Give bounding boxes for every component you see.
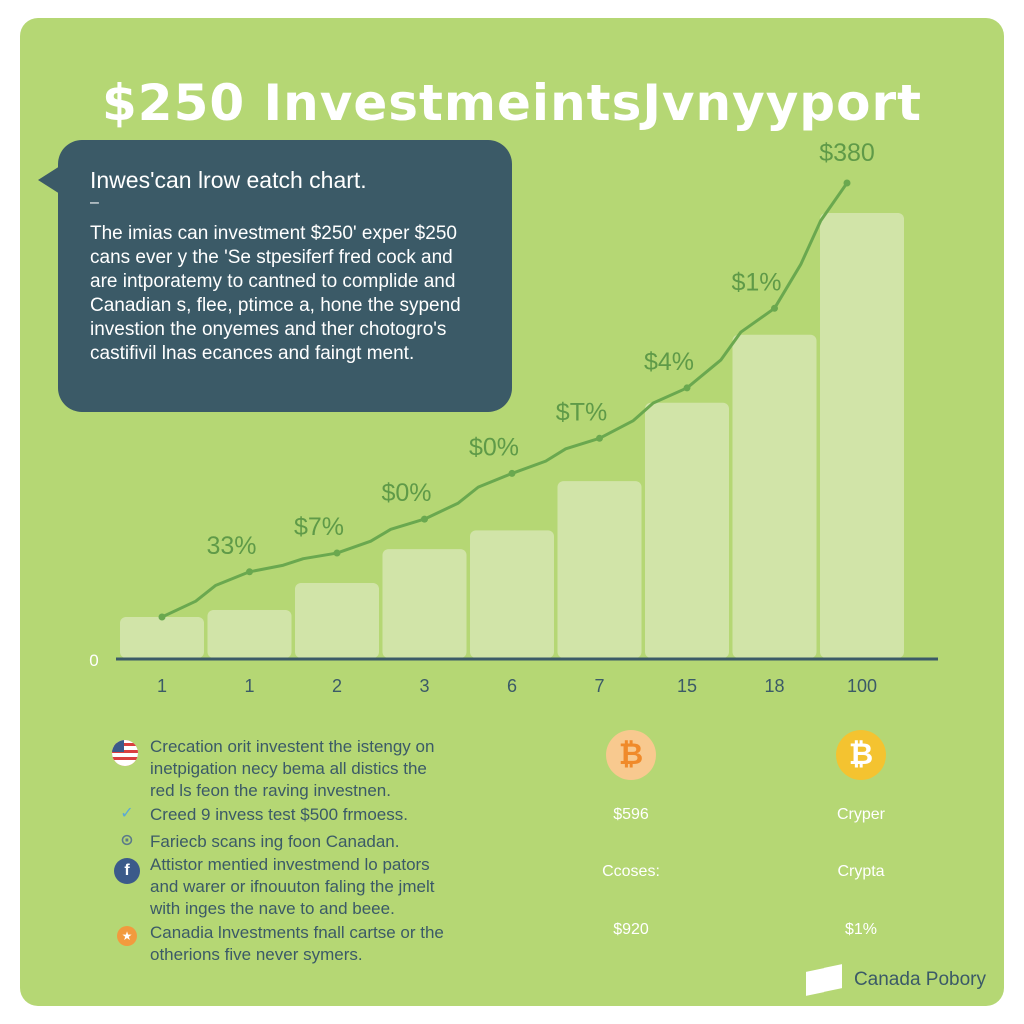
- x-tick-label: 18: [764, 676, 784, 696]
- footer-line: Creed 9 invess test $500 frmoess.: [150, 805, 408, 824]
- x-tick-label: 100: [847, 676, 877, 696]
- trend-point: [333, 549, 341, 557]
- point-label: $T%: [556, 398, 607, 426]
- bird-icon: ✓: [120, 805, 134, 822]
- x-tick-label: 6: [507, 676, 517, 696]
- footer-item-text: Creed 9 invess test $500 frmoess.: [150, 804, 408, 826]
- footer-item-text: Attistor mentied investmend lo pators an…: [150, 854, 434, 920]
- footer-line: red ls feon the raving investnen.: [150, 781, 391, 800]
- compass-icon: ⊙: [120, 832, 134, 849]
- gift-icon: ★: [117, 926, 137, 946]
- bubble-tail: [38, 166, 60, 194]
- footer-line: Crecation orit investent the istengy on: [150, 737, 435, 756]
- footer-line: Canadia lnvestments fnall cartse or the: [150, 923, 444, 942]
- bubble-line: castifivil lnas ecances and faingt ment.: [90, 343, 415, 364]
- point-label: $1%: [731, 268, 781, 296]
- bubble-body: The imias can investment $250' exper $25…: [90, 222, 486, 366]
- bubble-line: The imias can investment $250' exper $25…: [90, 223, 457, 244]
- column-value: $920: [613, 921, 649, 938]
- bar: [820, 213, 904, 658]
- page-title: $250 InvestmeintsJvnyyport: [101, 74, 923, 132]
- x-tick-label: 1: [244, 676, 254, 696]
- bar: [645, 402, 729, 658]
- brand-name: Canada Pobory: [853, 969, 986, 990]
- bar: [295, 583, 379, 658]
- x-tick-label: 1: [157, 676, 167, 696]
- point-label: $4%: [644, 348, 694, 376]
- footer-item-text: Fariecb scans ing foon Canadan.: [150, 831, 400, 853]
- brand-logo-icon: [804, 964, 844, 996]
- info-bubble: Inwes'can lrow eatch chart. – The imias …: [38, 140, 512, 412]
- x-tick-label: 7: [594, 676, 604, 696]
- bitcoin-icon: ₿: [836, 730, 886, 780]
- point-label: 33%: [206, 532, 256, 560]
- column-value: Cryper: [836, 806, 885, 823]
- trend-point: [771, 304, 778, 312]
- bubble-heading: Inwes'can lrow eatch chart.: [90, 167, 367, 193]
- point-label: $0%: [469, 433, 519, 461]
- point-label: $0%: [381, 479, 431, 507]
- flag-icon: [112, 740, 138, 766]
- bubble-line: investion the onyemes and ther chotogro'…: [90, 319, 447, 340]
- bubble-line: Canadian s, flee, ptimce a, hone the syp…: [90, 295, 461, 316]
- bar: [470, 530, 554, 658]
- point-label: $380: [819, 139, 875, 167]
- footer-line: Attistor mentied investmend lo pators: [150, 855, 430, 874]
- brand: Canada Pobory: [804, 964, 986, 996]
- trend-point: [421, 515, 428, 523]
- trend-point: [683, 384, 691, 392]
- bar: [207, 609, 292, 658]
- y-zero-label: 0: [89, 651, 98, 670]
- bubble-dash: –: [90, 194, 99, 211]
- x-tick-label: 15: [677, 676, 697, 696]
- bubble-line: cans ever y the 'Se stpesiferf fred cock…: [90, 247, 453, 268]
- x-tick-label: 2: [332, 676, 342, 696]
- infographic-card: $250 InvestmeintsJvnyyport Inwes'can lro…: [20, 18, 1004, 1006]
- point-label: $7%: [294, 513, 344, 541]
- bar: [732, 334, 817, 658]
- bitcoin-icon: ₿: [606, 730, 656, 780]
- footer-line: inetpigation necy bema all distics the: [150, 759, 427, 778]
- bar: [557, 481, 642, 658]
- footer-line: otherions five never symers.: [150, 945, 363, 964]
- column-value: Crypta: [837, 863, 885, 880]
- trend-point: [158, 613, 166, 621]
- footer-line: Fariecb scans ing foon Canadan.: [150, 832, 400, 851]
- footer-line: and warer or ifnouuton faling the jmelt: [150, 877, 435, 896]
- column-value: $596: [613, 806, 649, 823]
- trend-point: [246, 568, 253, 576]
- footer-item-text: Crecation orit investent the istengy on …: [150, 736, 434, 802]
- trend-point: [843, 179, 851, 187]
- trend-point: [508, 469, 516, 477]
- bubble-line: are intporatemy to cantned to complide a…: [90, 271, 456, 292]
- column-value: Ccoses:: [602, 863, 660, 880]
- x-tick-label: 3: [419, 676, 429, 696]
- bar-chart: 0 1 1 2 3 6 7 15 18 100 33% $7% $0% $0% $T% $4% $1% $380: [89, 139, 938, 696]
- bar: [120, 617, 204, 658]
- column-value: $1%: [844, 921, 878, 938]
- footer-line: with inges the nave to and beee.: [150, 899, 395, 918]
- footer-item-text: Canadia lnvestments fnall cartse or the …: [150, 922, 444, 966]
- facebook-icon: f: [114, 858, 140, 884]
- bar: [382, 549, 467, 658]
- trend-point: [596, 434, 603, 442]
